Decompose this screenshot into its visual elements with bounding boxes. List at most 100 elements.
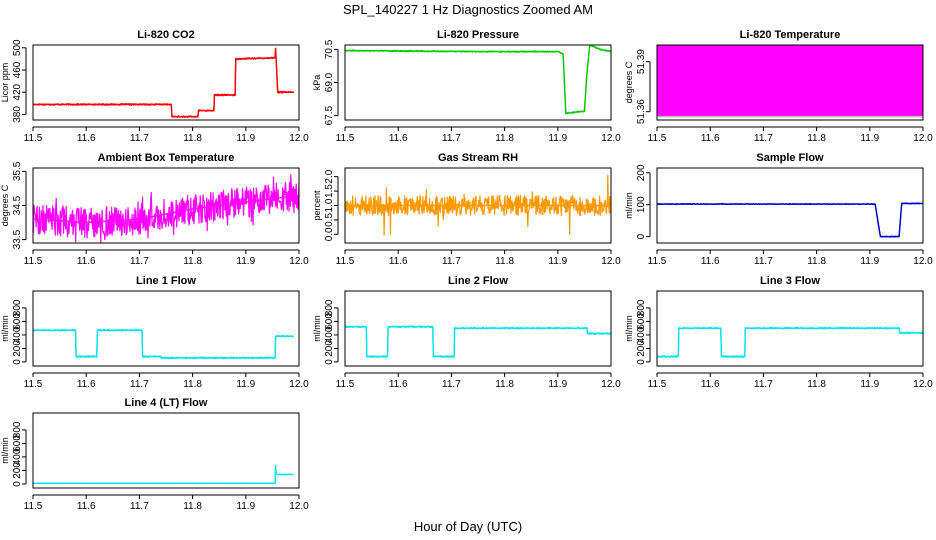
panel-line-2-flow: Line 2 Flow 11.5 11.6 11.7 11.8 11.9 12.0 0 2004… [312,275,621,390]
y-tick-label: 600 [636,313,647,330]
y-tick-label: 51.36 [636,99,647,124]
series-line [345,325,611,358]
y-axis-label: ml/min [624,315,634,342]
x-tick-label: 12.0 [289,256,309,267]
x-tick-label: 11.5 [336,256,355,267]
panel-ambient-box-temperature: Ambient Box Temperature 11.5 11.6 11.7 11.8 1… [0,152,309,267]
y-tick-label: 800 [12,299,23,316]
x-tick-label: 11.9 [236,501,255,512]
series-licor-co2 [33,47,295,119]
plot-frame [656,44,924,121]
y-tick-label: 600 [12,313,23,330]
x-tick-label: 11.9 [548,256,567,267]
series-steps [33,329,294,359]
series-steps [33,464,294,484]
x-tick-label: 11.8 [495,256,514,267]
x-tick-label: 11.9 [860,256,879,267]
x-tick-label: 11.8 [807,133,826,144]
series-steps [33,194,299,224]
x-tick-label: 12.0 [289,501,309,512]
series-line [33,49,295,119]
series-line [345,45,611,115]
x-tick-label: 11.7 [130,379,149,390]
x-tick-label: 12.0 [913,256,933,267]
x-tick-label: 11.9 [860,133,879,144]
panel-title: Sample Flow [756,152,824,164]
x-tick-label: 11.9 [548,133,567,144]
x-tick-label: 12.0 [601,256,621,267]
plot-frame [32,412,300,489]
y-tick-label: 0 [636,359,647,365]
x-tick-label: 11.6 [77,379,96,390]
panel-title: Gas Stream RH [438,152,518,164]
y-axis-label: kPa [312,75,322,91]
x-tick-label: 11.6 [77,133,96,144]
temperature-band [657,45,923,117]
panel-title: Line 2 Flow [448,275,508,287]
plot-frame [656,290,924,367]
y-tick-label: 800 [324,299,335,316]
y-tick-label: 34.5 [12,195,23,215]
x-tick-label: 12.0 [913,133,933,144]
x-tick-label: 11.5 [24,379,43,390]
x-tick-label: 11.7 [442,379,461,390]
x-tick-label: 11.7 [442,133,461,144]
y-tick-label: 0.0 [324,227,335,241]
y-tick-label: 200 [324,340,335,357]
series-line [33,328,294,360]
series-line-4-lt-flow [33,464,294,484]
x-tick-label: 12.0 [601,379,621,390]
panel-gas-stream-rh: Gas Stream RH 11.5 11.6 11.7 11.8 11.9 12.0 0.0… [312,152,621,267]
panel-licor-co2: Li-820 CO2 11.5 11.6 11.7 11.8 11.9 12.0 380 420… [0,29,309,144]
x-tick-label: 12.0 [289,379,309,390]
series-licor-pressure [345,45,611,115]
y-axis-label: degrees C [0,184,10,226]
series-steps [657,202,923,238]
panel-line-4-lt-flow: Line 4 (LT) Flow 11.5 11.6 11.7 11.8 11.9 12.0… [0,397,309,512]
series-line [657,202,923,238]
y-tick-label: 400 [12,326,23,343]
y-tick-label: 33.5 [12,229,23,249]
y-axis-label: ml/min [624,192,634,219]
series-line [33,174,299,243]
series-line [657,326,923,358]
y-tick-label: 400 [324,326,335,343]
x-tick-label: 11.8 [183,501,202,512]
y-tick-label: 500 [12,39,23,56]
panel-title: Line 4 (LT) Flow [125,397,208,409]
series-line-3-flow [657,326,923,358]
series-line-1-flow [33,328,294,360]
y-axis-label: degrees C [624,61,634,103]
y-tick-label: 0.5 [324,213,335,227]
y-tick-label: 200 [12,462,23,479]
y-tick-label: 0 [636,233,647,239]
y-axis-label: ml/min [0,315,10,342]
x-tick-label: 11.8 [807,256,826,267]
x-tick-label: 11.8 [807,379,826,390]
x-tick-label: 11.9 [236,133,255,144]
x-tick-label: 11.6 [701,379,720,390]
panel-title: Line 1 Flow [136,275,196,287]
x-tick-label: 11.5 [648,133,667,144]
y-tick-label: 0 [324,359,335,365]
y-tick-label: 200 [636,164,647,181]
x-tick-label: 11.7 [754,379,773,390]
panel-title: Line 3 Flow [760,275,820,287]
panel-title: Li-820 Temperature [740,29,841,41]
y-axis-label: ml/min [312,315,322,342]
y-tick-label: 69.0 [324,72,335,92]
x-tick-label: 11.6 [701,133,720,144]
panel-licor-pressure: Li-820 Pressure 11.5 11.6 11.7 11.8 11.9 12.0 6… [312,29,621,144]
series-licor-temperature [657,45,923,118]
x-tick-label: 11.8 [183,379,202,390]
x-tick-label: 11.8 [495,133,514,144]
y-tick-label: 100 [636,196,647,213]
series-line-2-flow [345,325,611,358]
series-gas-stream-rh [345,174,611,236]
y-tick-label: 460 [12,61,23,78]
x-tick-label: 11.6 [77,256,96,267]
x-tick-label: 11.5 [648,379,667,390]
panel-grid: Li-820 CO2 11.5 11.6 11.7 11.8 11.9 12.0 380 420… [0,29,933,512]
plot-frame [344,167,612,244]
panel-sample-flow: Sample Flow 11.5 11.6 11.7 11.8 11.9 12.0 0 100 2… [624,152,933,267]
